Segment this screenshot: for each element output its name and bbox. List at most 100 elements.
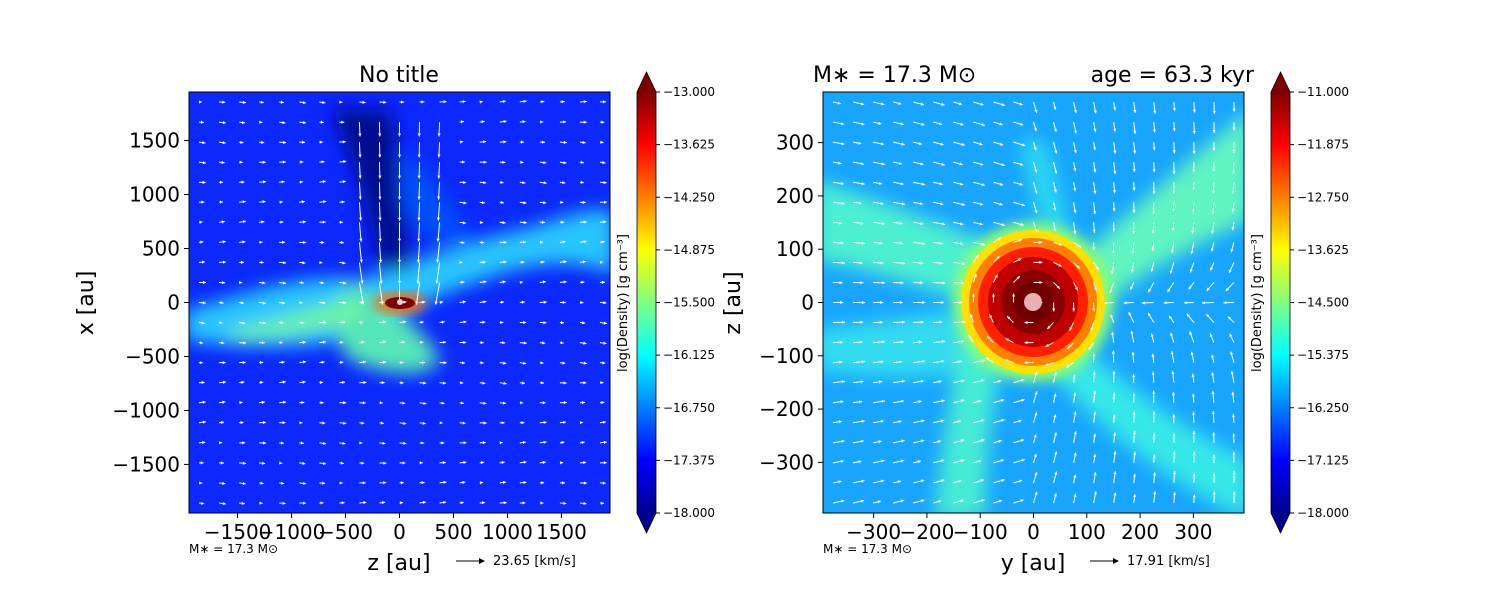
velocity-arrow-head: [1073, 168, 1077, 172]
velocity-arrow-head: [397, 196, 402, 200]
velocity-arrow-head: [861, 241, 865, 245]
velocity-arrow-head: [282, 400, 287, 404]
velocity-arrow-head: [975, 254, 979, 259]
velocity-arrow-head: [581, 440, 585, 445]
velocity-arrow-head: [1095, 266, 1099, 270]
velocity-arrow-head: [242, 441, 246, 445]
velocity-arrow-head: [1019, 162, 1024, 166]
velocity-arrow-head: [583, 240, 587, 244]
velocity-arrow-head: [1190, 351, 1194, 356]
velocity-arrow: [358, 282, 364, 305]
colorbar-left-extend-max: [637, 72, 656, 92]
sink-particle-right: [1024, 293, 1042, 311]
y-tick-label-right: −100: [759, 344, 814, 368]
velocity-arrow-head: [303, 360, 307, 364]
velocity-arrow-head: [483, 421, 487, 425]
y-axis-label-left: x [au]: [74, 271, 99, 336]
velocity-arrow-head: [583, 120, 587, 124]
velocity-arrow-head: [987, 336, 991, 340]
velocity-arrow-head: [1111, 331, 1115, 336]
velocity-arrow-head: [222, 481, 226, 485]
velocity-arrow-head: [600, 501, 605, 505]
velocity-arrow-head: [583, 381, 587, 385]
velocity-arrow-head: [479, 100, 483, 104]
velocity-arrow-head: [1150, 333, 1154, 337]
velocity-arrow-head: [962, 320, 966, 324]
velocity-arrow-head: [400, 360, 404, 365]
x-tick-label-right: −200: [899, 520, 954, 544]
velocity-arrow-head: [583, 220, 587, 224]
velocity-arrow-head: [959, 182, 964, 186]
velocity-arrow-head: [523, 201, 527, 205]
velocity-arrow-head: [1231, 227, 1235, 231]
velocity-arrow-head: [1212, 491, 1216, 495]
velocity-arrow-head: [919, 340, 923, 344]
velocity-arrow-head: [880, 201, 884, 206]
y-tick-label-right: −300: [759, 450, 814, 474]
velocity-arrow: [437, 222, 441, 242]
velocity-arrow-head: [200, 240, 204, 244]
velocity-arrow-head: [900, 182, 904, 186]
velocity-arrow-head: [1093, 472, 1097, 476]
velocity-arrow-head: [502, 341, 506, 345]
velocity-arrow-head: [599, 260, 603, 264]
velocity-arrow-head: [900, 340, 904, 344]
velocity-arrow-head: [1045, 363, 1049, 367]
velocity-arrow-head: [443, 100, 447, 104]
y-tick-label-left: 1000: [129, 183, 180, 207]
velocity-arrow-head: [302, 501, 306, 505]
velocity-arrow-head: [920, 379, 925, 383]
velocity-arrow-head: [1232, 108, 1236, 112]
velocity-arrow-head: [840, 122, 845, 126]
velocity-arrow-head: [279, 200, 283, 204]
velocity-arrow-head: [1069, 327, 1073, 331]
velocity-arrow-head: [199, 341, 204, 345]
velocity-arrow-head: [281, 301, 286, 305]
velocity-arrow-head: [1230, 351, 1234, 355]
velocity-arrow-head: [523, 220, 527, 225]
velocity-arrow-head: [942, 281, 946, 285]
velocity-arrow-head: [300, 441, 304, 445]
velocity-arrow-head: [260, 481, 264, 485]
velocity-arrow-head: [1133, 150, 1137, 154]
velocity-arrow-head: [222, 361, 226, 365]
velocity-arrow-head: [941, 162, 945, 166]
velocity-arrow-head: [1007, 316, 1011, 320]
velocity-arrow-head: [960, 281, 964, 285]
velocity-arrow-head: [259, 501, 263, 505]
velocity-arrow-head: [837, 101, 841, 105]
velocity-arrow-head: [1128, 312, 1132, 316]
velocity-arrow-head: [282, 240, 286, 244]
velocity-arrow-head: [503, 381, 507, 385]
velocity-arrow-head: [541, 220, 545, 224]
velocity-arrow-head: [969, 313, 974, 318]
velocity-arrow-head: [522, 240, 527, 244]
velocity-arrow-head: [1153, 110, 1157, 114]
velocity-arrow-head: [1054, 170, 1058, 174]
velocity-arrow-head: [1058, 242, 1063, 246]
velocity-arrow-head: [421, 441, 425, 445]
x-tick-label-left: 1000: [482, 520, 533, 544]
velocity-arrow-head: [1132, 168, 1136, 172]
velocity-arrow-head: [242, 240, 246, 244]
velocity-arrow-head: [363, 380, 367, 385]
velocity-arrow-head: [918, 141, 923, 146]
velocity-arrow-head: [602, 420, 606, 424]
velocity-arrow-head: [940, 459, 945, 463]
velocity-arrow-head: [1132, 374, 1136, 378]
velocity-arrow-head: [959, 222, 964, 226]
velocity-arrow-head: [359, 238, 363, 242]
velocity-arrow-head: [416, 280, 420, 284]
x-tick-label-right: 300: [1174, 520, 1212, 544]
velocity-arrow-head: [361, 340, 365, 344]
velocity-arrow-head: [220, 461, 224, 465]
velocity-arrow-head: [603, 461, 607, 465]
velocity-arrow-head: [841, 142, 845, 146]
velocity-arrow-head: [300, 281, 304, 285]
velocity-arrow-head: [261, 140, 265, 144]
velocity-arrow-head: [1150, 268, 1154, 272]
velocity-arrow-head: [1112, 432, 1117, 436]
velocity-arrow-head: [1192, 130, 1196, 134]
velocity-arrow-head: [582, 140, 586, 145]
velocity-arrow-head: [342, 180, 346, 184]
